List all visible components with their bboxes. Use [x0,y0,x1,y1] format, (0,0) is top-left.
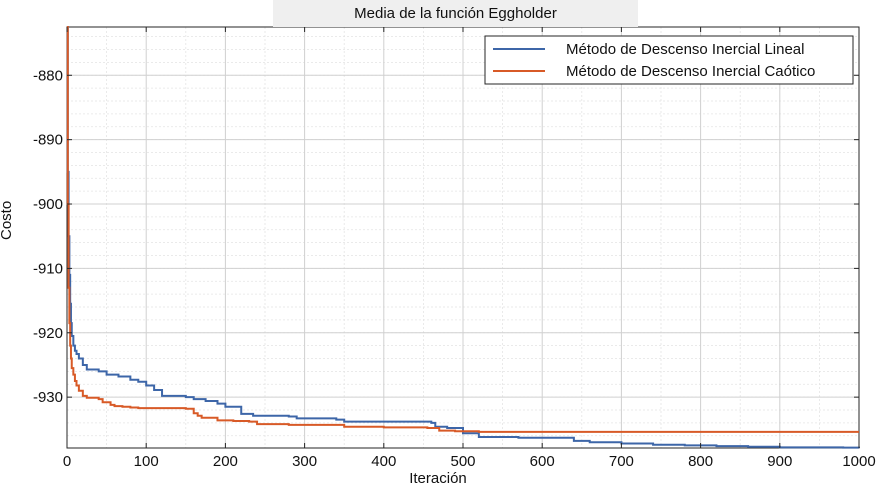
x-tick-label: 1000 [842,453,875,470]
x-tick-label: 0 [63,453,71,470]
y-axis-label: Costo [0,200,15,240]
legend: Método de Descenso Inercial Lineal Método… [484,35,854,85]
axis-ticks: 0 100 200 300 400 500 600 700 800 900 1000 -880 -890… [33,27,876,470]
series-line-2 [66,26,859,433]
x-axis-label: Iteración [409,470,467,487]
x-tick-label: 700 [609,453,634,470]
chart-title: Media de la función Eggholder [273,0,638,27]
y-tick-label: -920 [33,325,63,342]
x-tick-label: 200 [213,453,238,470]
x-tick-label: 600 [530,453,555,470]
x-tick-label: 300 [292,453,317,470]
y-tick-label: -900 [33,196,63,213]
legend-entry: Método de Descenso Inercial Caótico [566,63,815,80]
grid [66,27,860,448]
x-tick-label: 100 [134,453,159,470]
legend-entry: Método de Descenso Inercial Lineal [566,41,804,58]
y-tick-label: -890 [33,132,63,149]
series-lines [66,26,860,449]
x-tick-label: 800 [688,453,713,470]
y-tick-label: -910 [33,260,63,277]
y-tick-label: -930 [33,389,63,406]
x-tick-label: 900 [767,453,792,470]
legend-box [484,35,854,85]
series-line-1 [66,26,860,449]
x-tick-label: 400 [371,453,396,470]
y-tick-label: -880 [33,67,63,84]
x-tick-label: 500 [450,453,475,470]
